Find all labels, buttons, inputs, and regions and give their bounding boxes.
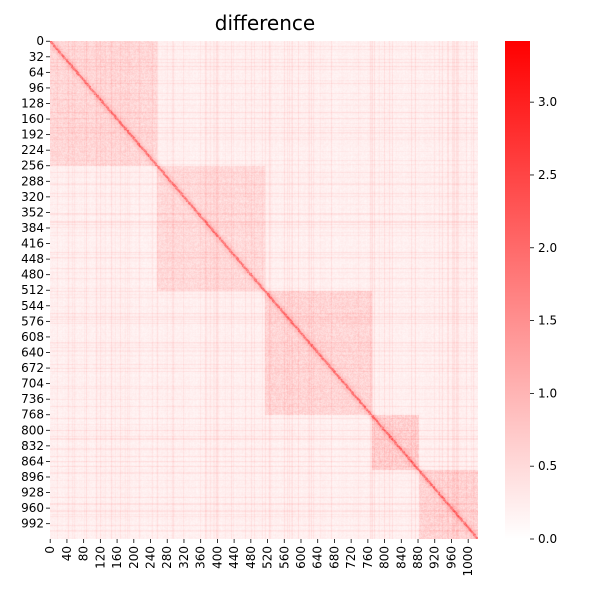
y-tick-label: 352 [21,205,44,219]
x-tick-label: 520 [261,546,275,569]
y-tick-label: 992 [21,517,44,531]
colorbar-axis: 0.0 0.5 1.0 1.5 2.0 2.5 3.0 [530,95,557,546]
x-tick-label: 40 [60,546,74,561]
x-tick-label: 120 [93,546,107,569]
x-tick-label: 480 [244,546,258,569]
colorbar-tick-label: 2.0 [538,241,557,255]
y-tick-label: 448 [21,252,44,266]
x-tick-label: 200 [127,546,141,569]
y-tick-label: 0 [36,34,44,48]
x-tick-label: 0 [43,546,57,554]
y-tick-label: 576 [21,314,44,328]
y-tick-label: 256 [21,159,44,173]
x-tick-label: 320 [177,546,191,569]
x-tick-label: 960 [444,546,458,569]
y-tick-label: 480 [21,268,44,282]
x-tick-label: 880 [411,546,425,569]
x-tick-label: 840 [394,546,408,569]
y-tick-label: 320 [21,190,44,204]
y-tick-label: 512 [21,283,44,297]
y-tick-label: 960 [21,501,44,515]
y-tick-label: 832 [21,439,44,453]
x-tick-label: 560 [277,546,291,569]
y-tick-label: 896 [21,470,44,484]
y-tick-label: 160 [21,112,44,126]
colorbar-tick-label: 3.0 [538,95,557,109]
y-tick-label: 704 [21,377,44,391]
colorbar-tick-label: 1.5 [538,314,557,328]
x-tick-label: 600 [294,546,308,569]
y-tick-label: 384 [21,221,44,235]
y-tick-label: 800 [21,423,44,437]
x-tick-label: 80 [77,546,91,561]
colorbar-tick-label: 1.0 [538,386,557,400]
y-tick-label: 608 [21,330,44,344]
x-tick-label: 360 [194,546,208,569]
y-tick-label: 864 [21,454,44,468]
x-tick-label: 920 [428,546,442,569]
y-tick-label: 32 [29,50,44,64]
colorbar-tick-label: 2.5 [538,168,557,182]
y-tick-label: 192 [21,128,44,142]
x-axis: 0 40 80 120 160 200 240 280 320 360 400 440 480 520 56… [43,539,475,577]
y-tick-label: 288 [21,174,44,188]
x-tick-label: 680 [327,546,341,569]
y-tick-label: 96 [29,81,44,95]
colorbar-tick-label: 0.5 [538,459,557,473]
heatmap-canvas [50,41,478,539]
chart-title: difference [214,11,316,35]
y-tick-label: 672 [21,361,44,375]
y-tick-label: 544 [21,299,44,313]
y-tick-label: 928 [21,486,44,500]
x-tick-label: 280 [160,546,174,569]
y-tick-label: 64 [29,65,44,79]
colorbar [505,41,530,539]
y-tick-label: 768 [21,408,44,422]
x-tick-label: 440 [227,546,241,569]
x-tick-label: 160 [110,546,124,569]
x-tick-label: 1000 [461,546,475,577]
x-tick-label: 760 [361,546,375,569]
x-tick-label: 640 [311,546,325,569]
y-tick-label: 224 [21,143,44,157]
colorbar-tick-label: 0.0 [538,532,557,546]
x-tick-label: 720 [344,546,358,569]
y-tick-label: 416 [21,237,44,251]
y-tick-label: 640 [21,345,44,359]
x-tick-label: 400 [210,546,224,569]
x-tick-label: 800 [378,546,392,569]
y-tick-label: 736 [21,392,44,406]
x-tick-label: 240 [144,546,158,569]
y-tick-label: 128 [21,96,44,110]
